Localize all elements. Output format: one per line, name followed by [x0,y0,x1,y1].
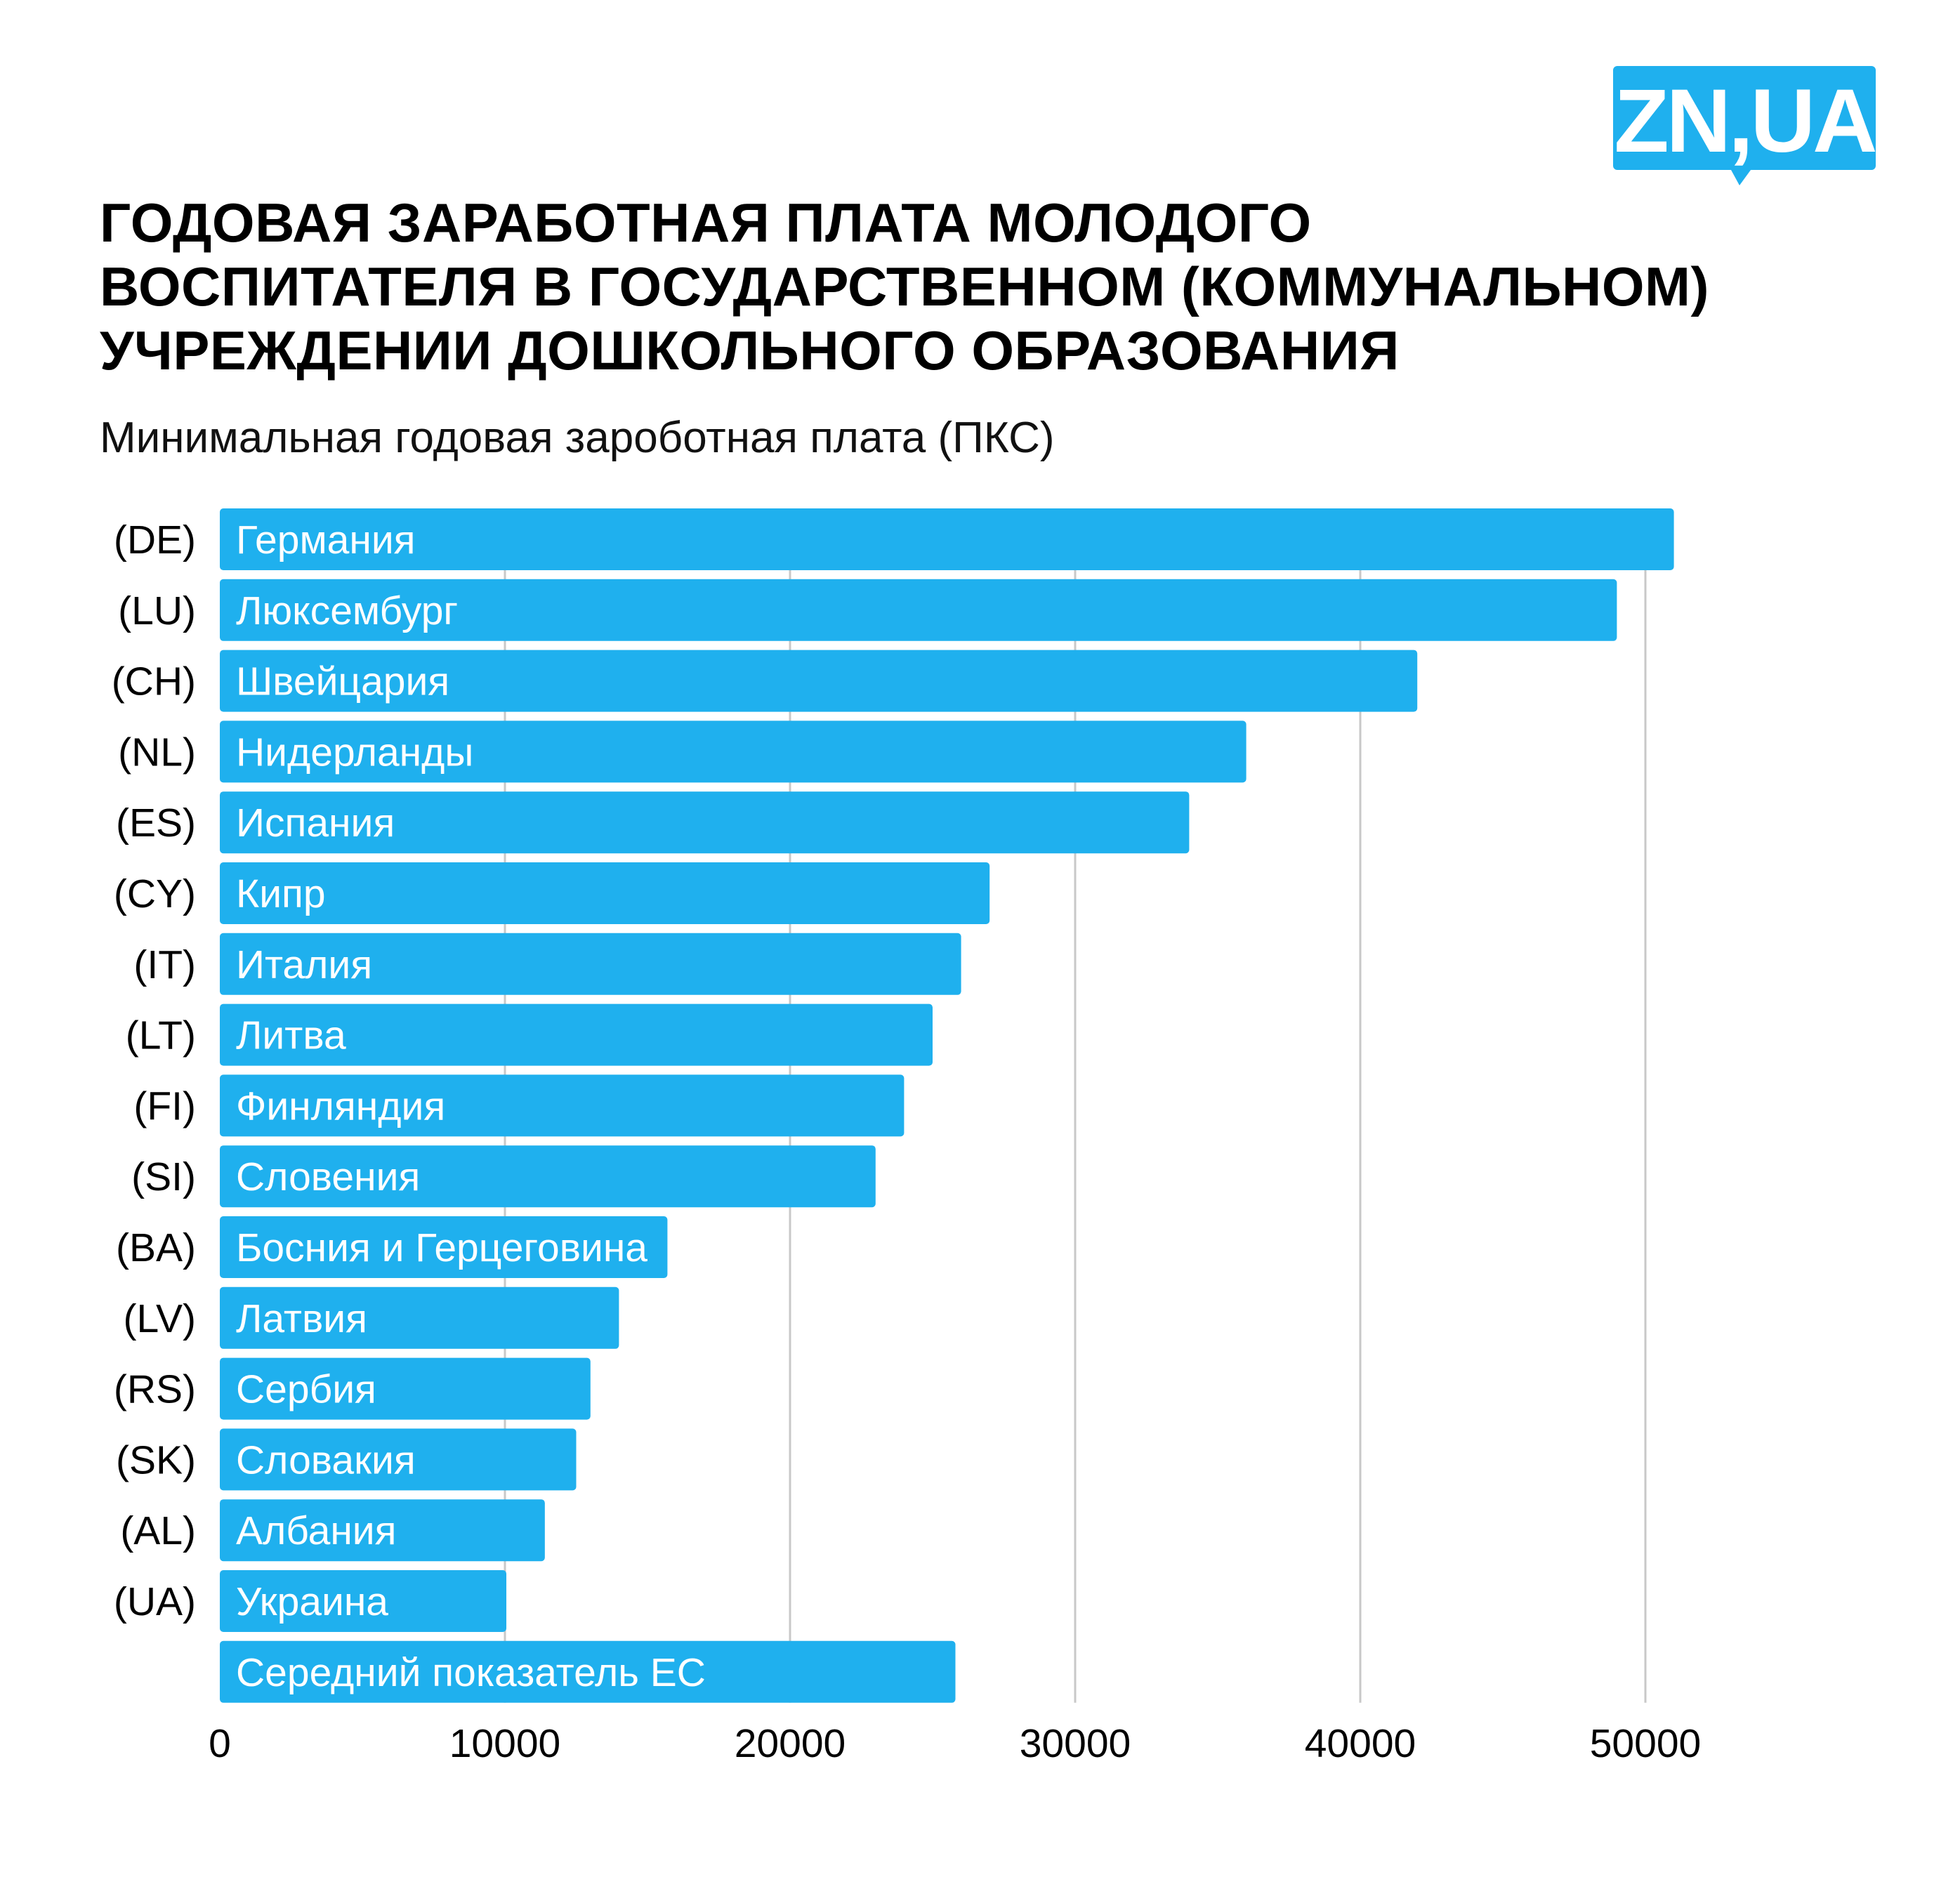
x-tick-label: 0 [209,1721,231,1766]
bar [220,933,961,995]
svg-text:ZN,UA: ZN,UA [1614,71,1876,171]
bar-label: Германия [236,518,416,562]
bar-label: Словакия [236,1437,416,1482]
bar-label: Латвия [236,1296,367,1341]
bar [220,1145,876,1208]
bar [220,508,1674,570]
bar-label: Испания [236,801,395,845]
bar [220,1357,591,1420]
country-code-label: (SI) [131,1154,196,1199]
bar-label: Украина [236,1579,388,1624]
bar-label: Середний показатель ЕС [236,1650,706,1695]
bar [220,862,990,924]
bar [220,1640,956,1703]
country-code-label: (DE) [114,518,196,562]
country-code-label: (SK) [116,1437,196,1482]
country-code-label: (LU) [118,588,196,633]
x-tick-label: 10000 [449,1721,561,1766]
country-code-label: (UA) [114,1579,196,1624]
bar [220,1003,933,1066]
bar [220,1570,507,1632]
bar-label: Литва [236,1013,346,1058]
x-tick-label: 40000 [1305,1721,1416,1766]
country-code-label: (FI) [133,1084,196,1128]
country-code-label: (CY) [114,871,196,916]
bar [220,1428,577,1491]
bar-label: Сербия [236,1367,376,1412]
title-line: ГОДОВАЯ ЗАРАБОТНАЯ ПЛАТА МОЛОДОГО [100,192,1312,254]
chart-subtitle: Минимальная годовая зароботная плата (ПК… [100,414,1055,462]
title-line: УЧРЕЖДЕНИИ ДОШКОЛЬНОГО ОБРАЗОВАНИЯ [100,320,1400,381]
zn-ua-logo[interactable]: ZN,UA [1613,66,1879,192]
bar-label: Люксембург [236,588,458,633]
country-code-label: (BA) [116,1225,196,1270]
bar-label: Италия [236,942,372,987]
country-code-label: (LV) [124,1296,196,1341]
bar-label: Словения [236,1154,420,1199]
country-code-label: (AL) [120,1508,196,1553]
bar [220,1216,668,1278]
bar [220,791,1190,854]
country-code-label: (RS) [114,1367,196,1412]
x-tick-label: 30000 [1020,1721,1131,1766]
bar [220,1074,905,1137]
chart-title: ГОДОВАЯ ЗАРАБОТНАЯ ПЛАТА МОЛОДОГО ВОСПИТ… [100,191,1709,383]
country-code-label: (IT) [133,942,196,987]
bar [220,579,1617,641]
x-tick-label: 20000 [735,1721,846,1766]
title-line: ВОСПИТАТЕЛЯ В ГОСУДАРСТВЕННОМ (КОММУНАЛЬ… [100,256,1709,317]
bar-label: Босния и Герцеговина [236,1225,647,1270]
bar-label: Швейцария [236,659,449,704]
country-code-label: (ES) [116,801,196,845]
bar-label: Финляндия [236,1084,445,1128]
country-code-label: (NL) [118,730,196,775]
bar [220,720,1247,783]
country-code-label: (CH) [112,659,196,704]
bar [220,1499,545,1562]
bar-label: Кипр [236,871,326,916]
bar-label: Албания [236,1508,397,1553]
x-tick-label: 50000 [1590,1721,1702,1766]
bar [220,1286,619,1349]
bar-label: Нидерланды [236,730,473,775]
bar [220,650,1418,712]
country-code-label: (LT) [126,1013,196,1058]
